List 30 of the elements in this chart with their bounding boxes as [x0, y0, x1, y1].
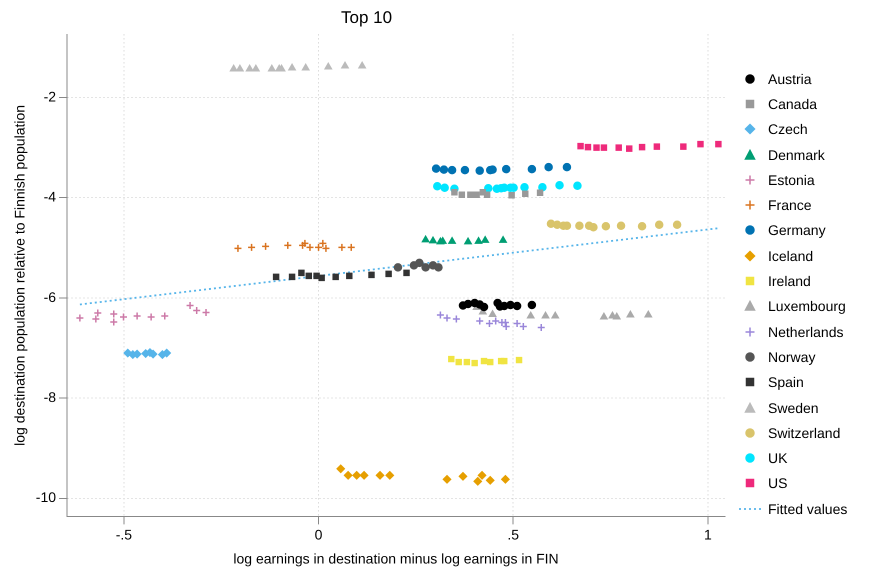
legend-label: Iceland: [768, 248, 814, 264]
x-tick-label: 0: [314, 526, 323, 543]
legend-label: Ireland: [768, 273, 811, 290]
legend-label: Netherlands: [768, 324, 844, 340]
x-axis-title: log earnings in destination minus log earnings in FIN: [233, 550, 559, 566]
y-axis-title: log destination population relative to Finnish population: [11, 104, 28, 446]
legend-label: Germany: [768, 222, 826, 238]
legend-label: US: [768, 475, 788, 492]
legend-label: France: [768, 197, 812, 214]
legend-label: Luxembourg: [768, 298, 846, 314]
x-tick-label: -.5: [116, 526, 132, 543]
y-tick-label: -6: [44, 288, 56, 305]
y-tick-label: -10: [36, 489, 56, 506]
legend-label: Canada: [768, 96, 818, 112]
legend-label: Spain: [768, 374, 804, 390]
legend-label: Norway: [768, 348, 816, 365]
x-tick-label: .5: [507, 526, 520, 543]
legend-label: Denmark: [768, 146, 825, 163]
legend-label: Czech: [768, 121, 808, 138]
legend-label: UK: [768, 450, 788, 466]
legend-label: Sweden: [768, 400, 819, 416]
legend-label: Estonia: [768, 172, 815, 188]
y-tick-label: -8: [44, 389, 56, 406]
y-tick-label: -2: [44, 88, 56, 104]
legend-label: Fitted values: [768, 500, 848, 517]
y-tick-label: -4: [44, 188, 56, 205]
x-tick-label: 1: [704, 526, 712, 543]
legend-label: Austria: [768, 70, 812, 87]
chart-title: Top 10: [340, 8, 392, 27]
legend-label: Switzerland: [768, 424, 840, 441]
